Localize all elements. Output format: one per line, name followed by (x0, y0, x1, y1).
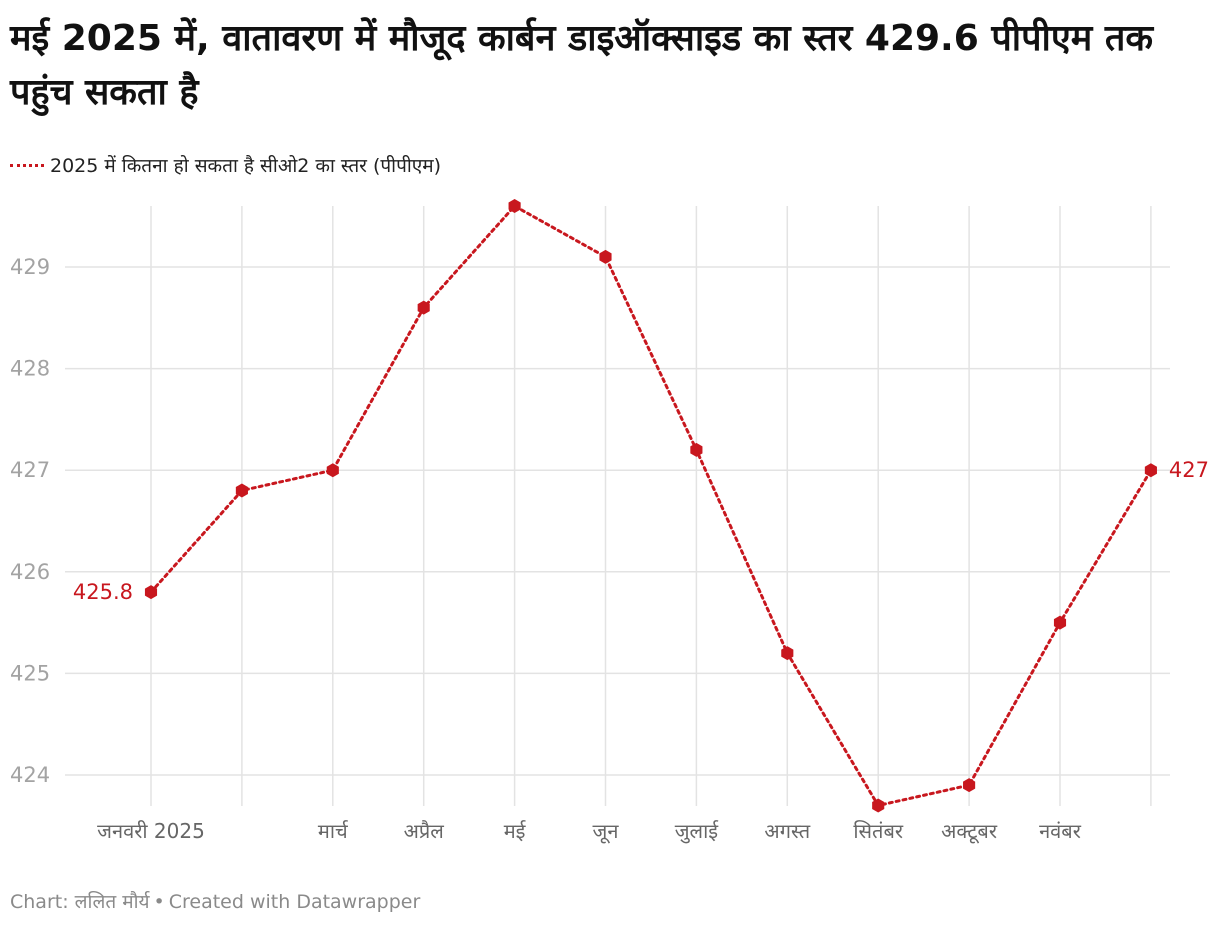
data-point-11 (1144, 463, 1157, 478)
created-with-link[interactable]: Created with Datawrapper (168, 891, 421, 913)
x-tick-label: अक्टूबर (941, 819, 998, 844)
x-axis-tick-labels: जनवरी 2025 मार्च अप्रैल मई जून जुलाई अगस्त सितं… (97, 819, 1082, 844)
x-tick-label: मार्च (318, 819, 349, 843)
value-annotations: 425.8 427 (73, 458, 1209, 604)
y-tick-label: 428 (10, 357, 50, 381)
chart-credit: Chart: ललित मौर्य (10, 891, 150, 913)
value-label: 425.8 (73, 580, 133, 604)
series-line (149, 204, 1153, 808)
data-point-10 (1053, 615, 1067, 630)
line-chart: 424 425 426 427 428 429 जनवरी 2025 मार्च अप्रैल… (10, 199, 1209, 844)
y-tick-label: 426 (10, 560, 50, 584)
data-point-9 (963, 778, 976, 793)
data-point-8 (872, 798, 885, 813)
value-label: 427 (1169, 458, 1209, 482)
data-point-1 (235, 483, 248, 498)
footer: Chart: ललित मौर्य • Created with Datawrapp… (10, 888, 420, 914)
y-tick-label: 427 (10, 458, 50, 482)
y-axis-tick-labels: 424 425 426 427 428 429 (10, 255, 50, 787)
y-tick-label: 424 (10, 763, 50, 787)
data-series (144, 199, 1157, 813)
footer-separator: • (153, 891, 165, 913)
x-tick-label: अगस्त (764, 819, 810, 843)
data-point-2 (326, 463, 339, 478)
data-point-0 (144, 585, 158, 600)
x-tick-label: जून (593, 819, 620, 844)
legend-label: 2025 में कितना हो सकता है सीओ2 का स्तर (… (50, 155, 442, 177)
data-point-4 (508, 199, 521, 214)
vertical-gridlines (150, 206, 1152, 806)
x-tick-label: जनवरी 2025 (97, 819, 205, 843)
horizontal-gridlines (65, 266, 1170, 776)
x-tick-label: सितंबर (853, 819, 904, 843)
data-point-7 (781, 646, 794, 661)
data-point-6 (690, 442, 703, 457)
x-tick-label: अप्रैल (404, 819, 445, 843)
data-point-3 (417, 300, 430, 315)
chart-title: मई 2025 में, वातावरण में मौजूद कार्बन डा… (10, 18, 1153, 113)
x-tick-label: जुलाई (675, 819, 720, 844)
x-tick-label: नवंबर (1039, 819, 1082, 843)
y-tick-label: 429 (10, 255, 50, 279)
y-tick-label: 425 (10, 661, 50, 685)
data-point-5 (599, 249, 612, 264)
x-tick-label: मई (504, 819, 527, 843)
legend: 2025 में कितना हो सकता है सीओ2 का स्तर (… (10, 152, 441, 178)
legend-swatch (10, 163, 44, 167)
